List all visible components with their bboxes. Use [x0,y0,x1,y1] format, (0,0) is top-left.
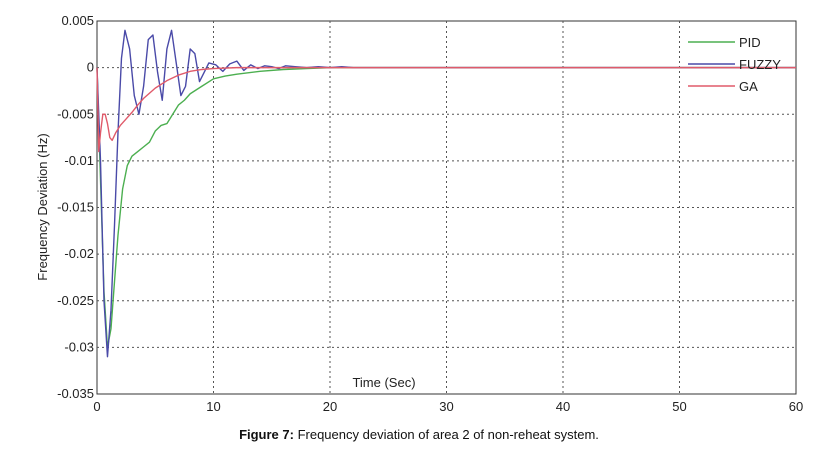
series-layer [96,29,796,358]
y-tick-label: 0.005 [61,13,94,28]
y-tick-labels: 0.005 0 -0.005 -0.01 -0.015 -0.02 -0.025 -0.03 -… [57,13,94,401]
y-tick-label: -0.005 [57,106,94,121]
x-axis-label: Time (Sec) [352,375,415,390]
x-tick-label: 10 [206,399,220,414]
y-tick-label: -0.015 [57,200,94,215]
y-tick-label: -0.025 [57,293,94,308]
y-tick-label: -0.01 [64,153,94,168]
caption-text: Frequency deviation of area 2 of non-reh… [293,427,599,442]
y-axis-label: Frequency Deviation (Hz) [35,133,50,280]
legend-label-ga: GA [739,79,758,94]
figure-caption: Figure 7: Frequency deviation of area 2 … [0,427,838,442]
x-tick-label: 50 [672,399,686,414]
x-tick-label: 40 [556,399,570,414]
x-tick-label: 30 [439,399,453,414]
series-line-ga [96,66,796,153]
legend-label-pid: PID [739,35,761,50]
y-tick-label: -0.03 [64,339,94,354]
frequency-deviation-chart: 0 10 20 30 40 50 60 0.005 0 -0.005 -0.01 -0.015 -0.… [35,13,803,414]
x-tick-label: 60 [789,399,803,414]
y-tick-label: -0.035 [57,386,94,401]
y-tick-label: -0.02 [64,246,94,261]
y-tick-label: 0 [87,60,94,75]
x-tick-labels: 0 10 20 30 40 50 60 [93,399,803,414]
x-tick-label: 20 [323,399,337,414]
grid [97,21,796,394]
legend-label-fuzzy: FUZZY [739,57,781,72]
caption-label: Figure 7: [239,427,294,442]
legend: PID FUZZY GA [688,35,781,94]
x-tick-label: 0 [93,399,100,414]
